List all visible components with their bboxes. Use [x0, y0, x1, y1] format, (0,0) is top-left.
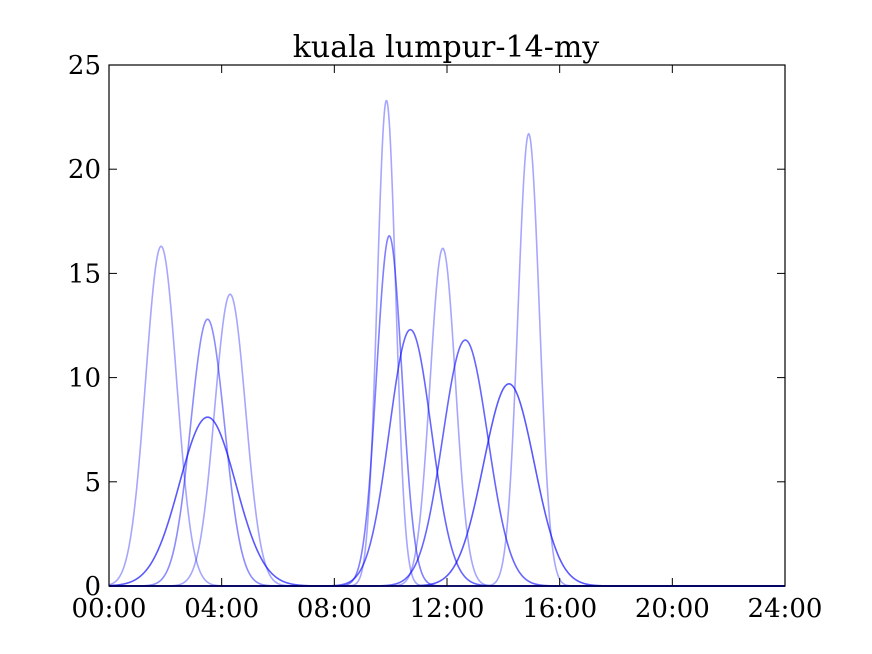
y-tick-label: 10 [68, 364, 101, 394]
y-tick-label: 15 [68, 259, 101, 289]
y-tick-label: 5 [84, 468, 101, 498]
y-tick-label: 20 [68, 155, 101, 185]
y-axis: 0 5 10 15 20 25 [68, 51, 785, 602]
x-tick-label: 12:00 [410, 594, 485, 624]
y-tick-label: 25 [68, 51, 101, 81]
series-line-5 [109, 99, 785, 587]
x-tick-label: 08:00 [297, 594, 372, 624]
series-group [108, 99, 785, 587]
chart-title: kuala lumpur-14-my [293, 30, 600, 65]
x-tick-label: 00:00 [72, 594, 147, 624]
plot-frame [108, 64, 786, 587]
series-line-4 [109, 293, 785, 587]
series-line-3 [108, 416, 785, 587]
series-line-11 [109, 132, 785, 587]
x-tick-label: 04:00 [184, 594, 259, 624]
x-tick-label: 20:00 [635, 594, 710, 624]
series-line-1 [108, 245, 785, 587]
x-tick-label: 16:00 [522, 594, 597, 624]
y-tick-label: 0 [84, 572, 101, 602]
x-tick-label: 24:00 [748, 594, 823, 624]
x-axis: 00:00 04:00 08:00 12:00 16:00 20:00 24:00 [72, 65, 823, 624]
